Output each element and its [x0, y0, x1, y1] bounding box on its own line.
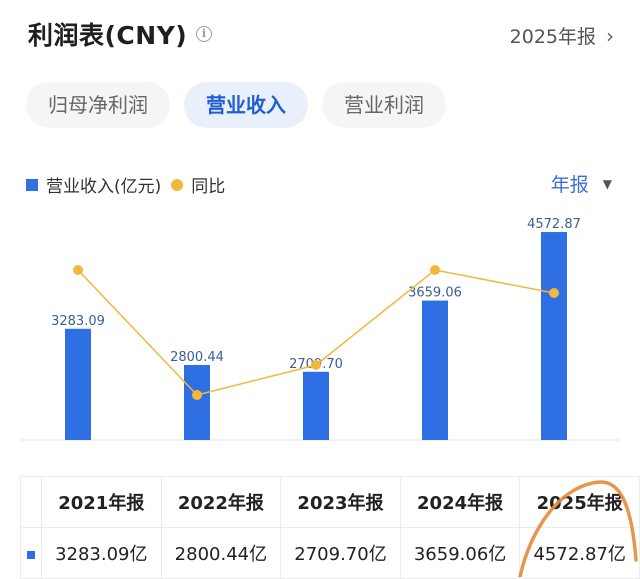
caret-down-icon: ▼: [602, 176, 612, 191]
table-cell: 2709.70亿: [280, 527, 401, 579]
table-cell: 4572.87亿: [519, 527, 640, 579]
report-period-link[interactable]: 2025年报 ›: [510, 22, 614, 49]
report-period-label: 2025年报: [509, 26, 596, 48]
bar-2022年报[interactable]: [184, 364, 210, 440]
table-cell: 3283.09亿: [41, 527, 162, 579]
bar-2023年报[interactable]: [303, 371, 329, 440]
tab-operating-profit[interactable]: 营业利润: [322, 82, 446, 128]
page-title: 利润表(CNY): [28, 21, 188, 50]
yoy-point[interactable]: [73, 265, 83, 275]
yoy-point[interactable]: [192, 390, 202, 400]
table-header-cell: 2023年报: [280, 476, 401, 528]
bar-2024年报[interactable]: [422, 300, 448, 440]
yoy-point[interactable]: [549, 288, 559, 298]
yoy-point[interactable]: [430, 265, 440, 275]
period-select[interactable]: 年报 ▼: [551, 170, 612, 197]
table-row: 3283.09亿 2800.44亿 2709.70亿 3659.06亿 4572…: [20, 527, 640, 579]
info-circle-icon[interactable]: i: [196, 26, 212, 42]
bar-value-label: 3659.06: [408, 286, 462, 301]
table-header-row: 2021年报 2022年报 2023年报 2024年报 2025年报: [20, 476, 640, 528]
table-cell: 3659.06亿: [399, 527, 521, 579]
yoy-point[interactable]: [311, 360, 321, 370]
legend-line-swatch: [171, 178, 184, 191]
legend-bar-swatch: [26, 178, 38, 191]
bar-2021年报[interactable]: [65, 328, 91, 440]
header: 利润表(CNY) i 2025年报 ›: [0, 0, 640, 70]
bar-value-label: 4572.87: [527, 217, 581, 232]
table-header-cell: 2024年报: [399, 476, 521, 528]
table-corner-cell: [20, 476, 42, 528]
chevron-right-icon: ›: [606, 23, 614, 48]
row-series-marker: [20, 527, 42, 579]
metric-tabs: 归母净利润 营业收入 营业利润: [26, 82, 446, 128]
table-cell: 2800.44亿: [160, 527, 282, 579]
legend-line-label: 同比: [191, 177, 226, 197]
period-select-label: 年报: [550, 174, 589, 196]
bar-value-label: 2800.44: [170, 350, 224, 365]
table-header-cell: 2022年报: [160, 476, 282, 528]
data-table: 2021年报 2022年报 2023年报 2024年报 2025年报 3283.…: [20, 476, 640, 579]
table-header-cell: 2025年报: [519, 476, 640, 528]
bar-value-label: 3283.09: [51, 314, 105, 329]
table-header-cell: 2021年报: [41, 476, 162, 528]
tab-net-profit[interactable]: 归母净利润: [26, 82, 170, 128]
tab-revenue[interactable]: 营业收入: [184, 82, 308, 128]
bar-2025年报[interactable]: [541, 232, 567, 440]
chart-legend: 营业收入(亿元) 同比: [26, 172, 225, 197]
legend-bar-label: 营业收入(亿元): [46, 177, 162, 197]
